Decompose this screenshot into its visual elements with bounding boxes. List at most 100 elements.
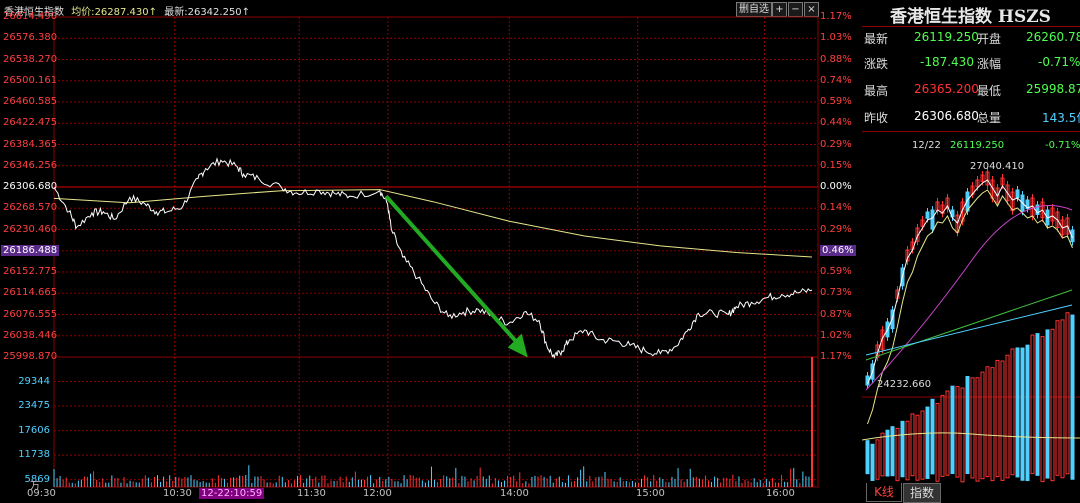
- kline-candle: [1065, 217, 1070, 235]
- kline-volume-bar: [1000, 360, 1005, 481]
- kline-ma30-line: [865, 289, 1073, 361]
- percent-tick-label: 0.87%: [820, 308, 852, 320]
- price-tick-label: 26384.365: [3, 138, 58, 150]
- close-button[interactable]: ×: [804, 2, 819, 17]
- kline-volume-bar: [1020, 347, 1025, 481]
- value-change: -187.430: [920, 55, 974, 69]
- price-tick-label: 26306.680: [3, 181, 58, 192]
- tab-kline[interactable]: K线: [866, 483, 902, 502]
- kline-price: 26119.250: [950, 140, 1005, 151]
- kline-volume-bar: [1045, 329, 1050, 479]
- percent-tick-label: 0.00%: [820, 181, 852, 192]
- kline-volume-bar: [995, 359, 1000, 478]
- kline-candle: [1025, 199, 1030, 210]
- quote-row-latest: 最新 26119.250 开盘 26260.780: [862, 27, 1080, 49]
- time-tick-label: 09:30: [27, 488, 56, 499]
- kline-candle: [920, 219, 925, 227]
- kline-candle: [880, 329, 885, 350]
- average-price-line: [53, 189, 813, 258]
- kline-ma5-line: [867, 179, 1073, 385]
- time-tick-label: 12:00: [363, 488, 392, 499]
- percent-tick-label: 0.59%: [820, 266, 852, 277]
- percent-tick-label: 0.46%: [820, 244, 856, 256]
- time-tick-label: 14:00: [500, 488, 529, 499]
- volume-tick-label: 23475: [18, 400, 50, 412]
- label-latest: 最新: [864, 32, 889, 46]
- kline-volume-bar: [915, 414, 920, 481]
- price-tick-label: 26268.570: [3, 202, 58, 214]
- percent-tick-label: 0.44%: [820, 117, 852, 129]
- label-volume: 总量: [977, 111, 1002, 125]
- kline-volume-bar: [900, 420, 905, 478]
- kline-volume-bar: [955, 386, 960, 478]
- kline-candle: [915, 227, 920, 242]
- price-tick-label: 26460.585: [3, 96, 58, 107]
- trend-arrow-head: [507, 333, 528, 358]
- volume-unit: 万: [30, 481, 40, 492]
- percent-tick-label: 0.73%: [820, 287, 852, 299]
- kline-volume-bar: [985, 366, 990, 478]
- kline-candle: [975, 179, 980, 188]
- kline-volume-bar: [1025, 344, 1030, 482]
- kline-volume-bar: [1010, 348, 1015, 476]
- kline-candle: [1035, 204, 1040, 215]
- kline-volume-bar: [980, 371, 985, 480]
- kline-candle: [925, 211, 930, 219]
- label-change: 涨跌: [864, 57, 889, 71]
- value-prev-close: 26306.680: [914, 109, 979, 123]
- percent-tick-label: 0.59%: [820, 96, 852, 107]
- kline-volume-bar: [895, 427, 900, 482]
- kline-volume-bar: [910, 413, 915, 477]
- percent-tick-label: 0.14%: [820, 202, 852, 214]
- quote-title: 香港恒生指数 HSZS: [890, 7, 1051, 27]
- value-change-pct: -0.71%: [1038, 55, 1080, 69]
- tab-index[interactable]: 指数: [903, 483, 941, 503]
- label-high: 最高: [864, 84, 889, 98]
- kline-volume-bar: [905, 420, 910, 481]
- kline-candle: [1000, 177, 1005, 186]
- kline-volume-bar: [865, 440, 870, 475]
- price-tick-label: 26538.270: [3, 53, 58, 65]
- kline-volume-bar: [940, 394, 945, 477]
- avg-value: 26287.430↑: [94, 7, 158, 18]
- price-tick-label: 26152.775: [3, 266, 58, 277]
- kline-ma10-line: [867, 189, 1073, 425]
- kline-volume-bar: [1015, 347, 1020, 478]
- value-open: 26260.780: [1026, 30, 1080, 44]
- value-volume: 143.5亿: [1042, 111, 1080, 125]
- latest-label: 最新:: [164, 7, 188, 18]
- kline-volume-bar: [885, 429, 890, 477]
- avg-label: 均价:: [71, 7, 95, 18]
- kline-volume-bar: [1060, 319, 1065, 479]
- index-name: 香港恒生指数: [4, 7, 64, 18]
- kline-volume-bar: [875, 439, 880, 480]
- kline-candle: [995, 187, 1000, 203]
- price-tick-label: 26346.256: [3, 159, 58, 171]
- trend-arrow-shaft: [384, 194, 522, 347]
- price-tick-label: 26114.665: [3, 287, 58, 299]
- label-change-pct: 涨幅: [977, 57, 1002, 71]
- intraday-chart[interactable]: [0, 0, 860, 503]
- add-button[interactable]: +: [772, 2, 787, 17]
- value-low: 25998.870: [1026, 82, 1080, 96]
- price-tick-label: 26614.490: [3, 11, 58, 22]
- kline-volume-bar: [965, 376, 970, 475]
- chart-header: 香港恒生指数 均价:26287.430↑ 最新:26342.250↑: [4, 3, 250, 18]
- quote-divider: [862, 26, 1080, 27]
- kline-volume-bar: [1065, 312, 1070, 475]
- kline-volume-bar: [925, 406, 930, 479]
- kline-volume-bar: [1005, 354, 1010, 479]
- price-tick-label: 25998.870: [3, 351, 58, 362]
- value-high: 26365.200: [914, 82, 979, 96]
- kline-candle: [1040, 201, 1045, 219]
- kline-high-label: 27040.410: [970, 161, 1025, 172]
- percent-tick-label: 0.74%: [820, 74, 852, 86]
- kline-candle: [1005, 184, 1010, 202]
- kline-chart[interactable]: [862, 150, 1080, 483]
- price-tick-label: 26186.488: [1, 244, 60, 256]
- volume-tick-label: 17606: [18, 424, 50, 436]
- volume-tick-label: 29344: [18, 375, 50, 387]
- kline-volume-bar: [970, 377, 975, 479]
- time-tick-label: 16:00: [766, 488, 795, 499]
- percent-tick-label: 1.02%: [820, 329, 852, 341]
